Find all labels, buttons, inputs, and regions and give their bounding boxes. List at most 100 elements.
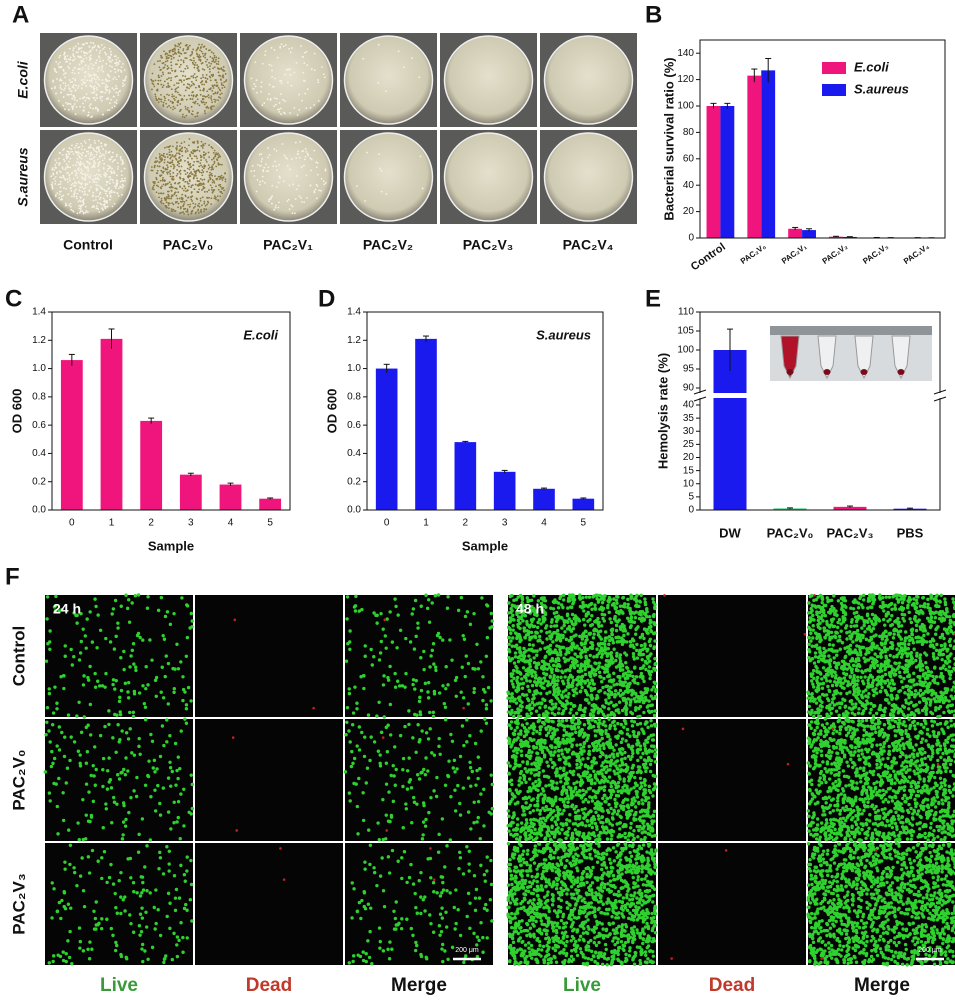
colony <box>197 180 199 183</box>
petri-dish <box>343 35 434 125</box>
colony <box>280 107 282 110</box>
live-cell <box>643 695 648 700</box>
live-cell <box>453 788 457 792</box>
colony <box>180 52 183 55</box>
colony <box>184 151 187 153</box>
live-cell <box>172 874 177 878</box>
colony <box>260 90 263 93</box>
live-cell <box>603 715 607 719</box>
colony <box>66 93 69 96</box>
colony <box>191 200 194 202</box>
colony <box>222 176 225 179</box>
colony <box>199 162 202 165</box>
colony <box>261 104 264 107</box>
live-cell <box>618 653 623 657</box>
colony <box>175 187 178 190</box>
colony <box>111 160 114 163</box>
live-cell <box>440 947 444 951</box>
y-tick-label: 0.2 <box>347 476 361 487</box>
live-cell <box>81 683 86 687</box>
colony <box>72 54 75 57</box>
micrograph <box>658 595 806 717</box>
colony <box>71 182 74 185</box>
live-cell <box>550 650 555 654</box>
live-cell <box>460 665 464 669</box>
colony <box>288 47 291 50</box>
live-cell <box>173 896 178 900</box>
y-axis-label: OD 600 <box>324 389 339 434</box>
colony <box>254 61 257 64</box>
live-cell <box>590 613 594 618</box>
colony <box>84 71 87 74</box>
colony <box>194 149 197 152</box>
colony <box>171 159 174 162</box>
colony <box>102 167 105 170</box>
x-tick-label: 2 <box>463 518 469 529</box>
colony <box>159 98 161 101</box>
live-cell <box>550 656 555 661</box>
colony <box>209 171 211 174</box>
colony <box>93 73 95 76</box>
colony <box>197 69 200 72</box>
live-cell <box>61 950 65 954</box>
live-cell <box>443 705 448 710</box>
live-cell <box>361 950 365 954</box>
live-cell <box>63 907 68 911</box>
colony <box>153 184 155 187</box>
colony <box>115 179 118 182</box>
live-cell <box>421 898 425 902</box>
y-tick-label: 90 <box>683 383 695 394</box>
colony <box>187 161 189 163</box>
colony <box>319 189 322 192</box>
colony <box>184 180 187 183</box>
colony <box>193 73 196 75</box>
colony <box>194 86 197 89</box>
colony <box>219 97 222 99</box>
live-cell <box>651 600 656 604</box>
colony <box>73 94 75 97</box>
colony <box>93 149 96 152</box>
colony <box>304 92 307 95</box>
dead-cell <box>282 878 286 881</box>
colony <box>152 188 155 191</box>
colony <box>104 171 107 174</box>
colony <box>68 173 71 176</box>
colony <box>83 164 86 167</box>
live-cell <box>364 952 368 956</box>
colony <box>258 153 261 156</box>
live-cell <box>138 933 142 937</box>
live-cell <box>459 595 464 600</box>
colony <box>95 184 98 186</box>
colony <box>165 205 167 208</box>
colony <box>89 146 92 149</box>
live-cell <box>405 787 410 791</box>
live-cell <box>632 597 637 601</box>
panel-label: C <box>5 285 22 312</box>
colony <box>170 64 173 67</box>
colony <box>182 70 185 73</box>
live-cell <box>345 595 350 599</box>
live-cell <box>555 675 560 679</box>
live-cell <box>862 623 866 628</box>
live-cell <box>121 820 126 824</box>
live-cell <box>525 596 529 600</box>
live-cell <box>532 660 537 665</box>
live-cell <box>107 709 111 713</box>
live-cell <box>638 704 643 709</box>
colony <box>180 165 183 168</box>
live-cell <box>126 737 131 741</box>
y-axis-label: Hemolysis rate (%) <box>655 353 670 469</box>
dead-cell <box>462 706 465 710</box>
colony <box>214 79 217 81</box>
live-cell <box>441 638 445 642</box>
colony <box>165 86 168 88</box>
live-cell <box>375 883 379 888</box>
colony <box>187 174 190 177</box>
colony <box>59 61 61 64</box>
colony <box>105 89 108 91</box>
colony <box>75 182 78 185</box>
live-cell <box>468 734 472 738</box>
colony <box>183 185 186 187</box>
live-cell <box>156 608 161 613</box>
live-cell <box>508 699 513 703</box>
